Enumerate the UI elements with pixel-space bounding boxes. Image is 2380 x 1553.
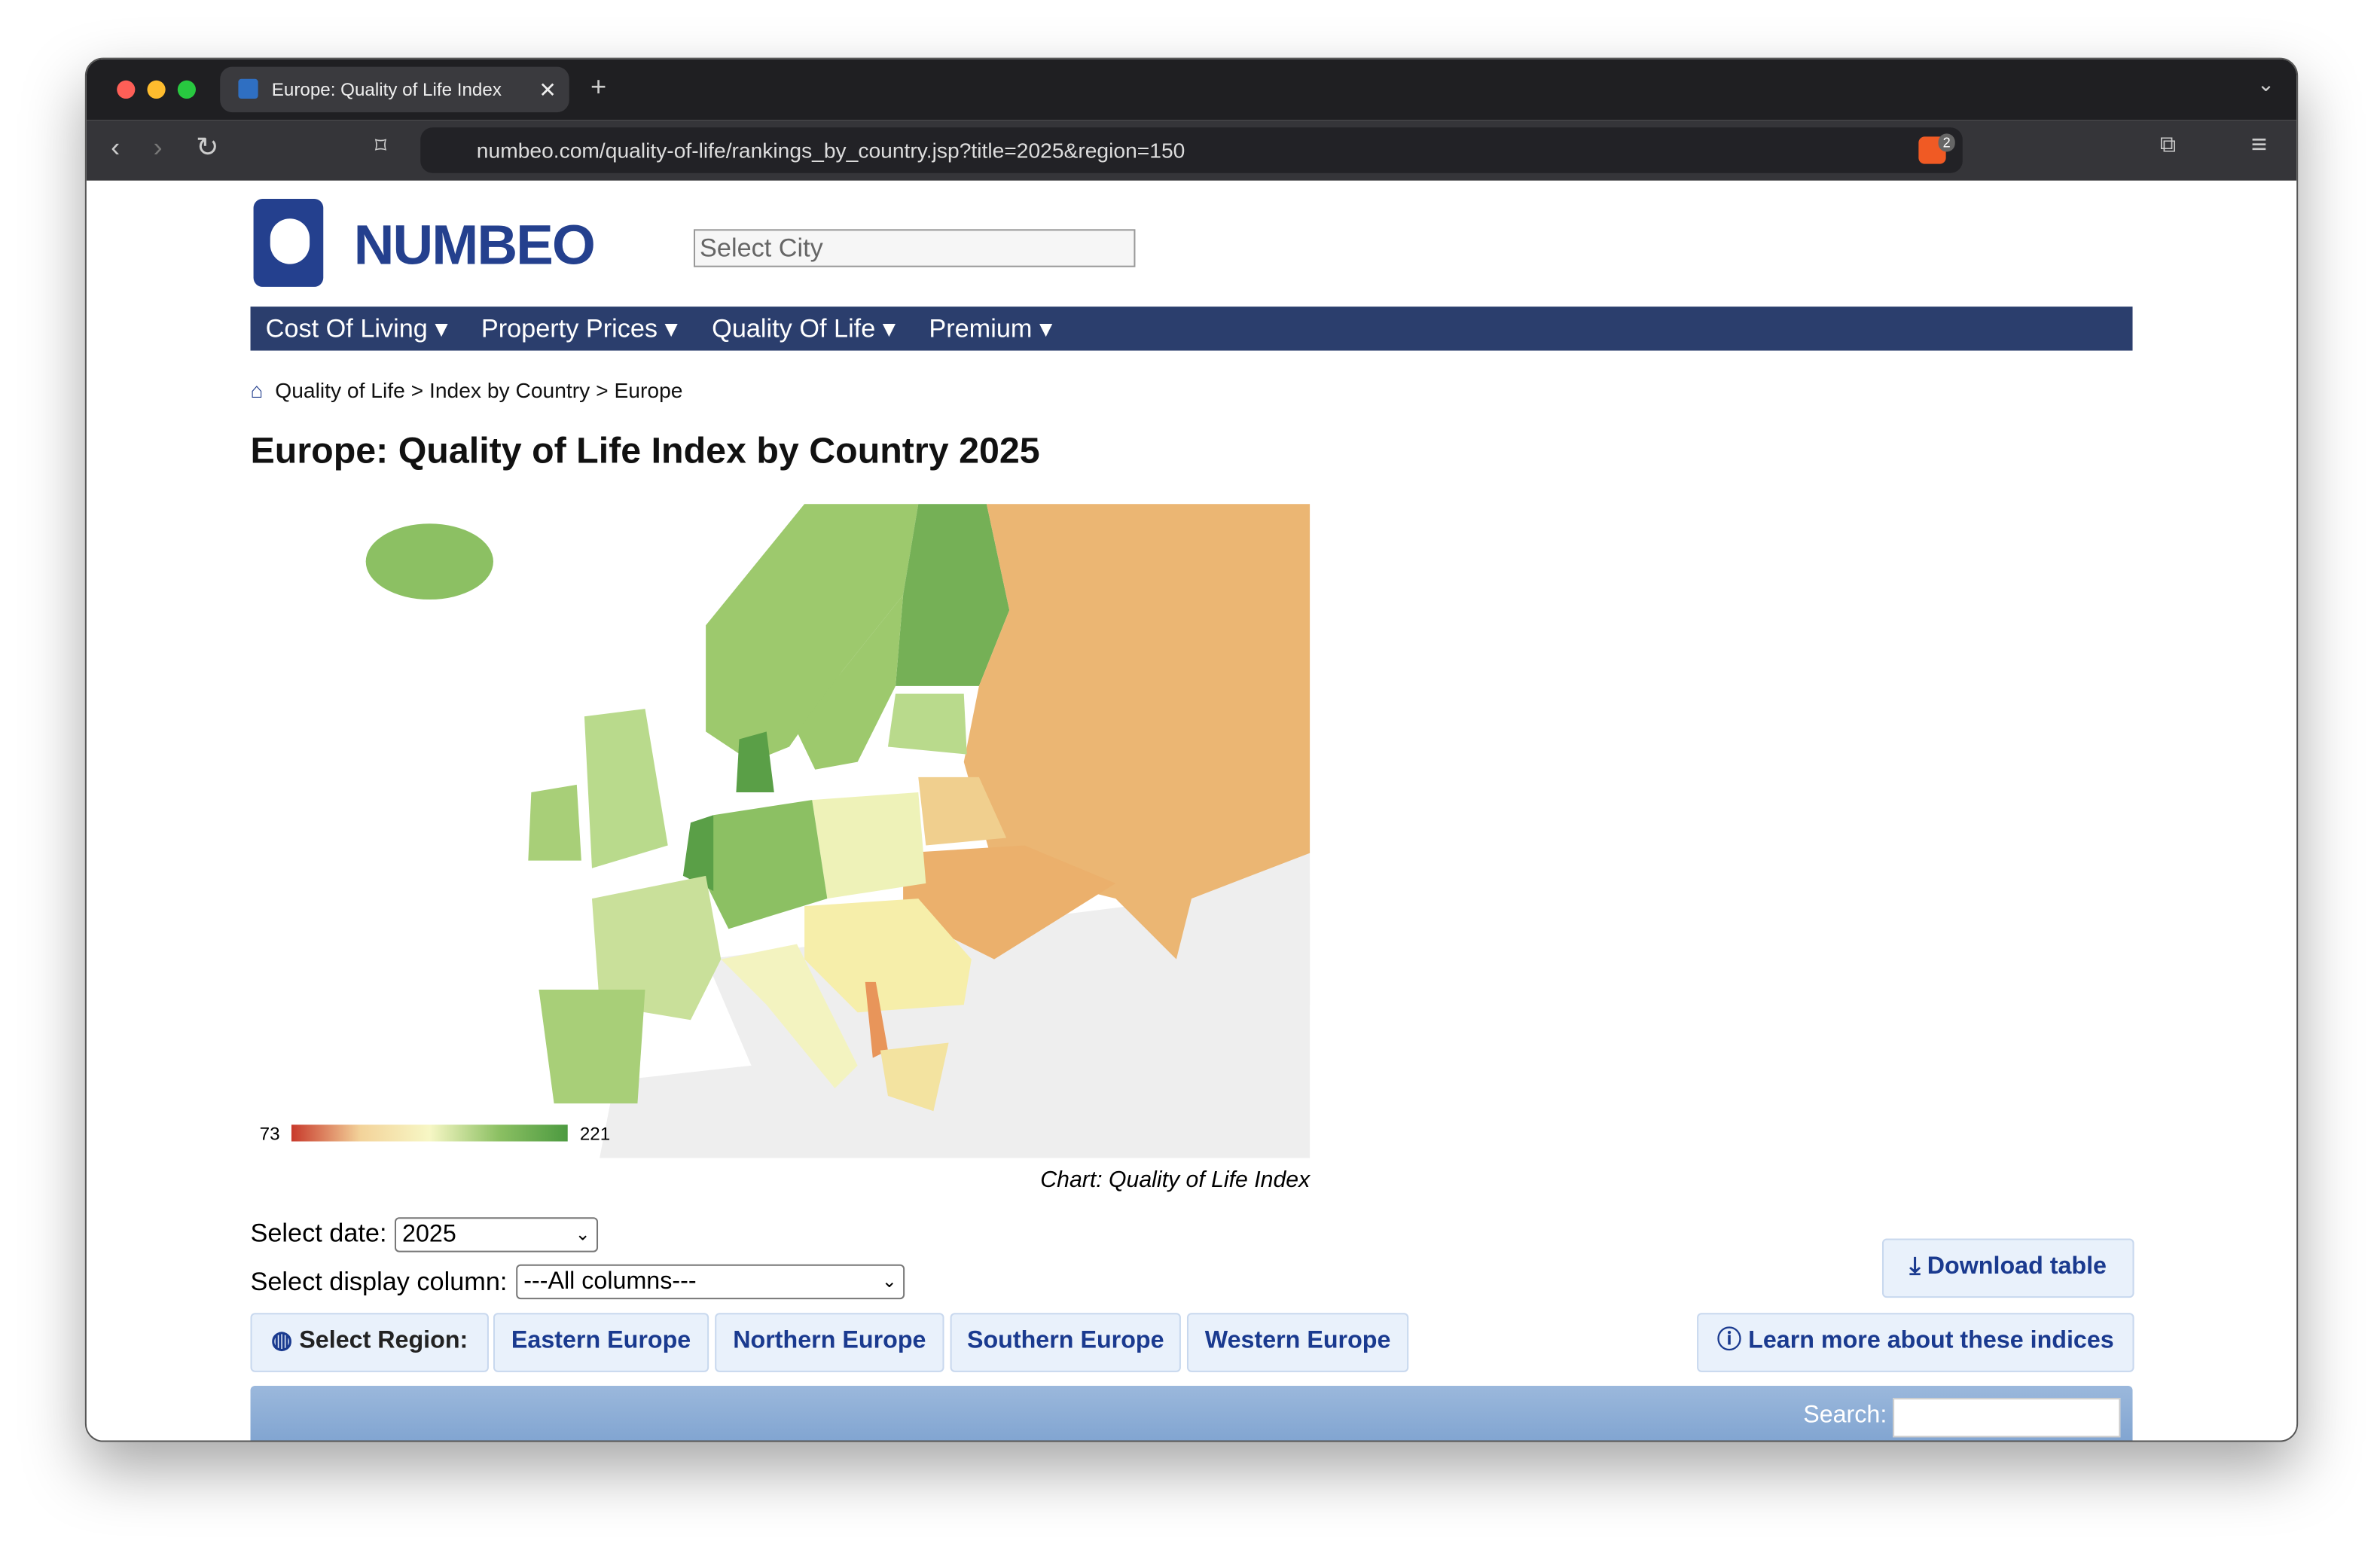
tab-list[interactable]: ⌄ [2256,71,2275,96]
tab[interactable]: Europe: Quality of Life Index ✕ [220,66,569,113]
country [584,709,668,868]
learn-more-button[interactable]: ⓘ Learn more about these indices [1697,1313,2134,1372]
tab-icon [238,78,258,99]
download-label: Download table [1927,1253,2107,1280]
zoom-button[interactable] [177,80,196,99]
country [528,784,581,861]
breadcrumb: ⌂ Quality of Life > Index by Country > E… [250,377,683,403]
nav-item[interactable]: Premium ▾ [929,314,1053,343]
city-search[interactable]: Select City [693,229,1136,267]
minimize-button[interactable] [147,80,166,99]
map-caption: Chart: Quality of Life Index [1040,1167,1311,1194]
tab-title: Europe: Quality of Life Index [271,78,502,101]
country [903,845,1116,960]
nav-item[interactable]: Cost Of Living ▾ [265,314,448,343]
country [896,504,1010,686]
country [797,595,904,770]
region-button[interactable]: Northern Europe [715,1313,944,1372]
crumb: Europe [614,377,683,403]
logo-text[interactable]: NUMBEO [353,214,596,276]
country [706,504,919,762]
legend-min: 73 [259,1123,280,1145]
menu[interactable]: ≡ [2250,129,2267,160]
date-value: 2025 [402,1222,456,1248]
forward-button[interactable]: › [153,132,163,163]
legend-max: 221 [579,1123,611,1145]
region-button[interactable]: Eastern Europe [493,1313,709,1372]
region-label: ◍ Select Region: [250,1313,489,1372]
nav-item[interactable]: Quality Of Life ▾ [712,314,896,343]
tab-bar: Europe: Quality of Life Index ✕ + ⌄ [86,59,2297,121]
logo-icon [253,199,324,287]
date-label: Select date: [250,1219,387,1248]
crumb[interactable]: Index by Country [429,377,590,403]
new-tab[interactable]: + [590,71,607,102]
country [918,776,1007,846]
table-search[interactable] [1893,1398,2121,1438]
country [736,731,774,792]
country [812,792,926,899]
search-label: Search: [1803,1402,1887,1429]
column-label: Select display column: [250,1267,508,1297]
country [706,800,828,929]
toolbar: ‹ › ↻ ⌑ numbeo.com/quality-of-life/ranki… [86,120,2297,181]
map [250,504,1311,1158]
country [721,944,858,1088]
column-select[interactable]: ---All columns--- ⌄ [516,1264,905,1300]
bookmark-button[interactable]: ⌑ [374,133,387,160]
country [682,815,714,891]
country [365,523,493,600]
table-header: Search: [250,1385,2133,1441]
home-icon[interactable]: ⌂ [250,377,264,403]
date-select[interactable]: 2025 ⌄ [394,1217,599,1252]
country [887,693,967,755]
browser-window: Europe: Quality of Life Index ✕ + ⌄ ‹ › … [84,57,2299,1442]
reload-button[interactable]: ↻ [195,132,219,163]
url-text: numbeo.com/quality-of-life/rankings_by_c… [476,138,1185,163]
region-label-text: Select Region: [299,1328,468,1354]
country [963,504,1311,960]
nav-item[interactable]: Property Prices ▾ [481,314,678,343]
learn-more-label: Learn more about these indices [1748,1328,2114,1354]
nav-label: Quality Of Life [712,314,876,343]
country [865,981,888,1058]
nav-bar: Cost Of Living ▾ Property Prices ▾ Quali… [250,307,2133,351]
extensions[interactable]: ⧉ [2159,132,2177,158]
address-bar[interactable]: numbeo.com/quality-of-life/rankings_by_c… [420,127,1963,173]
country [591,875,722,1021]
nav-label: Cost Of Living [265,314,428,343]
region-button[interactable]: Southern Europe [950,1313,1181,1372]
crumb[interactable]: Quality of Life [275,377,405,403]
nav-label: Property Prices [481,314,658,343]
country [804,899,972,1013]
region-button[interactable]: Western Europe [1186,1313,1409,1372]
download-button[interactable]: ⤓ Download table [1881,1238,2134,1298]
page-title: Europe: Quality of Life Index by Country… [250,431,1040,472]
back-button[interactable]: ‹ [111,132,121,163]
web-content: NUMBEO Select City Cost Of Living ▾ Prop… [86,180,2297,1441]
country [539,989,645,1104]
nav-label: Premium [929,314,1033,343]
legend-gradient [291,1124,568,1142]
country [880,1042,949,1112]
column-value: ---All columns--- [523,1268,697,1295]
shield-badge: 2 [1938,133,1955,152]
close-button[interactable] [117,80,136,99]
tab-close[interactable]: ✕ [539,77,557,102]
